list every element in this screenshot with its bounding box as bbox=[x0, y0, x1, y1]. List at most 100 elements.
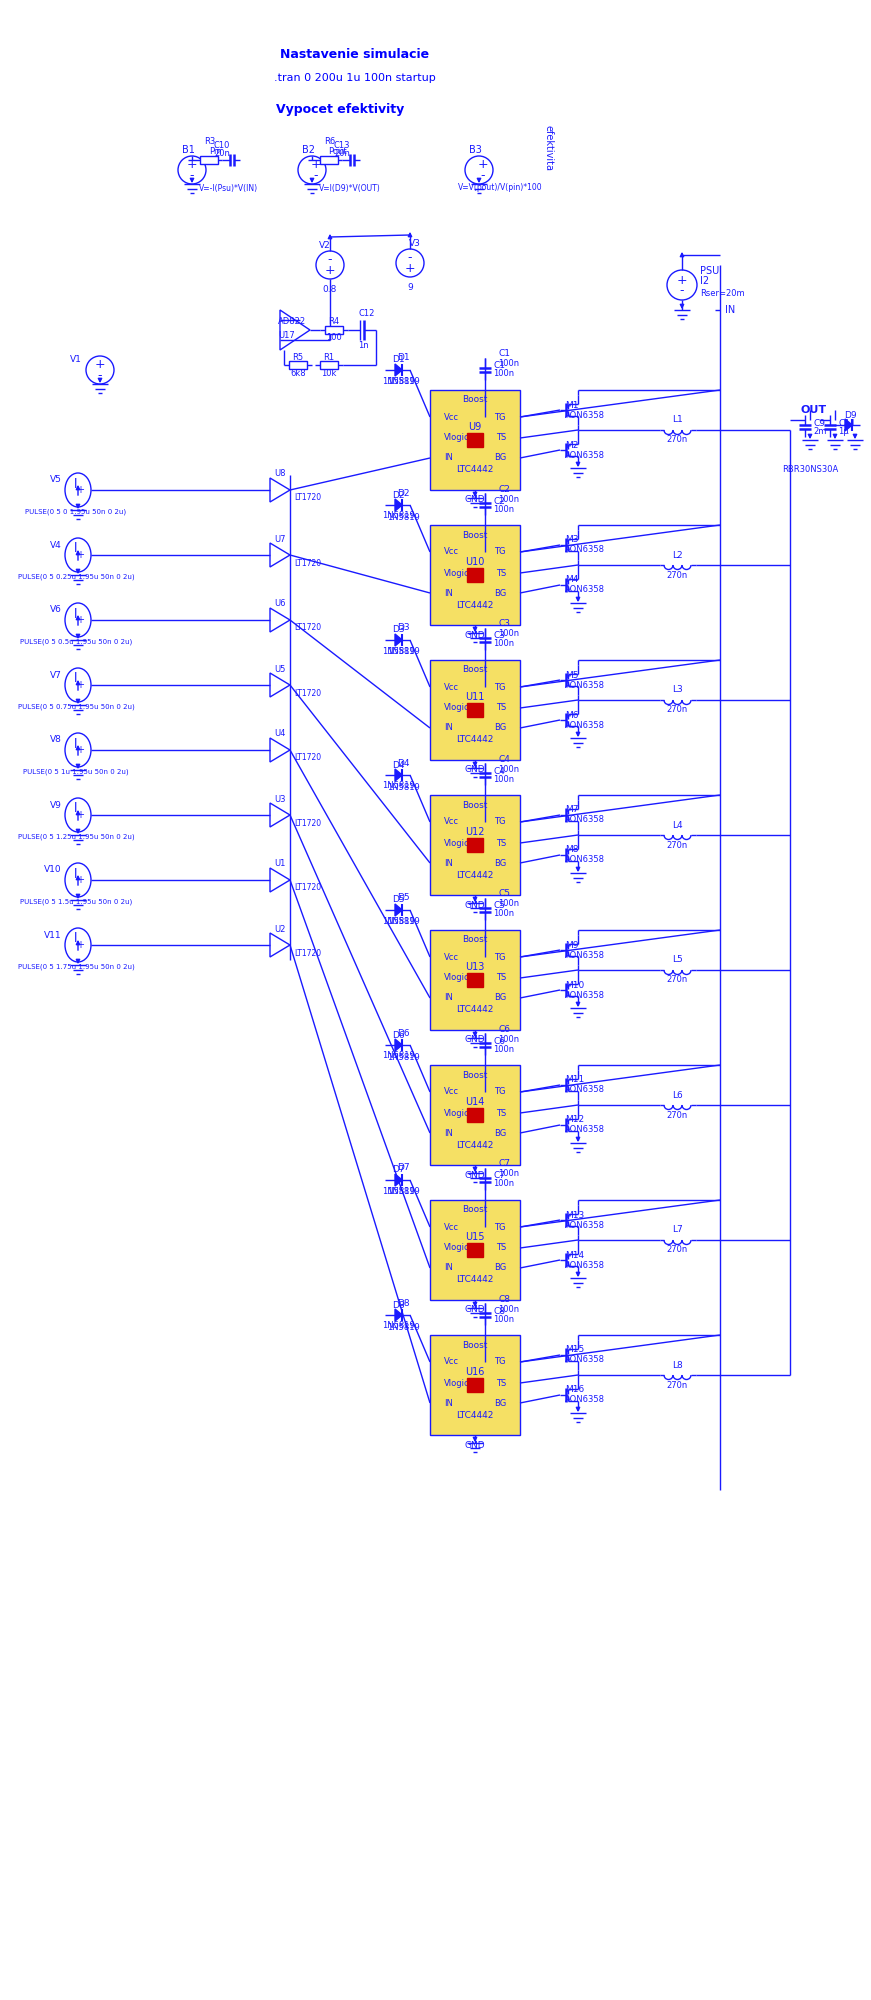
Text: 20n: 20n bbox=[214, 150, 230, 158]
Text: V1: V1 bbox=[71, 356, 82, 364]
Text: 100n: 100n bbox=[498, 494, 519, 504]
Text: BG: BG bbox=[494, 994, 506, 1002]
Text: TS: TS bbox=[496, 434, 506, 442]
Text: M15: M15 bbox=[565, 1346, 584, 1354]
Polygon shape bbox=[845, 420, 852, 432]
Text: 270n: 270n bbox=[666, 976, 687, 984]
Text: AON6358: AON6358 bbox=[565, 1220, 605, 1230]
Text: 100n: 100n bbox=[493, 910, 514, 918]
Text: PULSE(0 5 0 1.95u 50n 0 2u): PULSE(0 5 0 1.95u 50n 0 2u) bbox=[25, 508, 126, 516]
Text: C7: C7 bbox=[498, 1160, 510, 1168]
Text: TS: TS bbox=[496, 704, 506, 712]
Text: 1N5819: 1N5819 bbox=[381, 376, 415, 386]
Text: LT1720: LT1720 bbox=[294, 948, 321, 958]
Text: 100n: 100n bbox=[498, 1304, 519, 1314]
Text: L2: L2 bbox=[672, 550, 682, 560]
Text: l: l bbox=[74, 802, 78, 816]
Text: M10: M10 bbox=[565, 980, 584, 990]
Polygon shape bbox=[270, 932, 290, 958]
Text: Vlogic: Vlogic bbox=[444, 1108, 469, 1118]
Text: 1N5819: 1N5819 bbox=[387, 512, 419, 522]
Text: M6: M6 bbox=[565, 710, 578, 720]
Text: M9: M9 bbox=[565, 940, 578, 950]
Text: V=I(D9)*V(OUT): V=I(D9)*V(OUT) bbox=[319, 184, 381, 192]
Text: 270n: 270n bbox=[666, 1110, 687, 1120]
Circle shape bbox=[86, 356, 114, 384]
Text: Vlogic: Vlogic bbox=[444, 1244, 469, 1252]
Text: +: + bbox=[477, 158, 489, 172]
Text: +: + bbox=[405, 262, 415, 276]
Text: AON6358: AON6358 bbox=[565, 1126, 605, 1134]
Polygon shape bbox=[270, 608, 290, 632]
Text: IN: IN bbox=[444, 1398, 453, 1408]
Text: D4: D4 bbox=[392, 760, 404, 770]
Text: LT1720: LT1720 bbox=[294, 818, 321, 828]
Bar bbox=[430, 660, 520, 760]
Text: D8: D8 bbox=[396, 1298, 409, 1308]
Bar bbox=[430, 524, 520, 624]
Text: V=V(pout)/V(pin)*100: V=V(pout)/V(pin)*100 bbox=[457, 184, 543, 192]
Text: LT: LT bbox=[469, 1244, 481, 1256]
Text: U2: U2 bbox=[274, 924, 286, 934]
Text: AON6358: AON6358 bbox=[565, 1260, 605, 1270]
Text: AON6358: AON6358 bbox=[565, 680, 605, 690]
Text: Vcc: Vcc bbox=[444, 1088, 459, 1096]
Polygon shape bbox=[395, 364, 402, 376]
Text: +: + bbox=[311, 158, 321, 172]
Text: Boost: Boost bbox=[463, 800, 488, 810]
Text: U17: U17 bbox=[278, 332, 294, 340]
Text: TS: TS bbox=[496, 974, 506, 982]
Text: C6: C6 bbox=[498, 1024, 510, 1034]
Text: 1n: 1n bbox=[358, 342, 368, 350]
Text: 1N5819: 1N5819 bbox=[387, 1322, 419, 1332]
Polygon shape bbox=[280, 310, 310, 350]
Text: LTC4442: LTC4442 bbox=[456, 736, 494, 744]
Text: Vlogic: Vlogic bbox=[444, 704, 469, 712]
Text: D2: D2 bbox=[392, 490, 404, 500]
Text: C1: C1 bbox=[493, 362, 505, 370]
Text: V3: V3 bbox=[409, 238, 421, 248]
Bar bbox=[467, 568, 483, 582]
Text: LTC4442: LTC4442 bbox=[456, 870, 494, 880]
Text: 270n: 270n bbox=[666, 1380, 687, 1390]
Text: AON6358: AON6358 bbox=[565, 856, 605, 864]
Text: 270n: 270n bbox=[666, 706, 687, 714]
Text: PULSE(0 5 1u 1.95u 50n 0 2u): PULSE(0 5 1u 1.95u 50n 0 2u) bbox=[24, 768, 129, 776]
Text: -: - bbox=[679, 284, 685, 298]
Text: AON6358: AON6358 bbox=[565, 1356, 605, 1364]
Text: +: + bbox=[76, 810, 84, 820]
Text: BG: BG bbox=[494, 724, 506, 732]
Ellipse shape bbox=[65, 798, 91, 832]
Text: 100n: 100n bbox=[498, 900, 519, 908]
Text: D3: D3 bbox=[396, 624, 409, 632]
Polygon shape bbox=[270, 672, 290, 698]
Text: 100n: 100n bbox=[493, 1044, 514, 1054]
Text: l: l bbox=[74, 672, 78, 686]
Text: Vcc: Vcc bbox=[444, 1222, 459, 1232]
Text: GND: GND bbox=[465, 1170, 485, 1180]
Text: 1N5819: 1N5819 bbox=[381, 646, 415, 656]
Text: D5: D5 bbox=[396, 894, 409, 902]
Text: C3: C3 bbox=[493, 632, 505, 640]
Text: +: + bbox=[325, 264, 335, 278]
Text: -: - bbox=[408, 252, 412, 264]
Text: TG: TG bbox=[495, 952, 506, 962]
Text: 100: 100 bbox=[326, 334, 342, 342]
Text: U3: U3 bbox=[274, 794, 286, 804]
Text: AON6358: AON6358 bbox=[565, 450, 605, 460]
Text: LT: LT bbox=[469, 570, 481, 580]
Bar bbox=[430, 1064, 520, 1164]
Text: GND: GND bbox=[465, 1306, 485, 1314]
Text: V9: V9 bbox=[51, 800, 62, 810]
Text: BG: BG bbox=[494, 588, 506, 598]
Text: Vlogic: Vlogic bbox=[444, 568, 469, 578]
Text: PULSE(0 5 0.25u 1.95u 50n 0 2u): PULSE(0 5 0.25u 1.95u 50n 0 2u) bbox=[17, 574, 134, 580]
Text: -: - bbox=[190, 170, 194, 182]
Text: LTC4442: LTC4442 bbox=[456, 600, 494, 610]
Text: R1: R1 bbox=[323, 352, 334, 362]
Text: LT: LT bbox=[469, 976, 481, 984]
Text: +: + bbox=[76, 484, 84, 494]
Text: D3: D3 bbox=[392, 626, 404, 634]
Text: V8: V8 bbox=[51, 736, 62, 744]
Text: IN: IN bbox=[444, 454, 453, 462]
